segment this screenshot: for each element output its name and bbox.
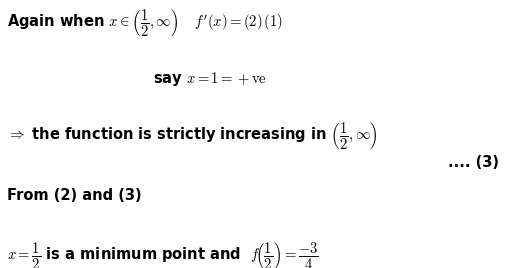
Text: From (2) and (3): From (2) and (3) (7, 188, 141, 203)
Text: $\Rightarrow$ the function is strictly increasing in $\left(\dfrac{1}{2}, \infty: $\Rightarrow$ the function is strictly i… (7, 121, 377, 152)
Text: $x = \dfrac{1}{2}$ is a minimum point and  $f\!\left(\dfrac{1}{2}\right) = \dfra: $x = \dfrac{1}{2}$ is a minimum point an… (7, 241, 318, 268)
Text: Again when $x$$\in$$\left(\dfrac{1}{2}, \infty\right)$   $f'(x) = (2)\,(1)$: Again when $x$$\in$$\left(\dfrac{1}{2}, … (7, 8, 283, 39)
Text: .... (3): .... (3) (448, 155, 499, 170)
Text: say $x = 1 = +\mathrm{ve}$: say $x = 1 = +\mathrm{ve}$ (153, 70, 267, 88)
